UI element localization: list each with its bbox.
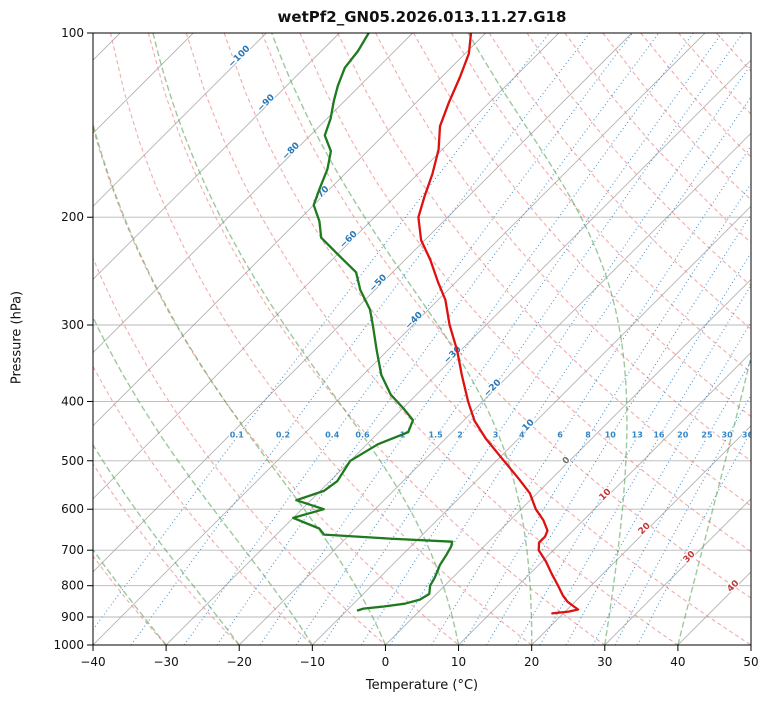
mixing-ratio-label: 1.5 xyxy=(429,430,444,439)
x-tick-label: 0 xyxy=(382,655,390,669)
isotherm-lines xyxy=(93,33,751,645)
x-tick-label: −40 xyxy=(80,655,105,669)
y-tick-label: 500 xyxy=(61,454,84,468)
isotherm-label: 20 xyxy=(637,521,653,537)
x-tick-label: 10 xyxy=(451,655,466,669)
mixing-ratio-label: 36 xyxy=(742,430,754,439)
mixing-ratio-label: 6 xyxy=(557,430,563,439)
isotherm-label: 10 xyxy=(598,487,614,503)
dry-adiabat-lines xyxy=(93,33,751,645)
isotherm-label: 30 xyxy=(682,549,698,565)
mixing-ratio-label: 13 xyxy=(632,430,643,439)
x-tick-label: 30 xyxy=(597,655,612,669)
sounding-curves xyxy=(292,33,580,615)
y-tick-label: 100 xyxy=(61,26,84,40)
mixing-ratio-label: 0.2 xyxy=(276,430,290,439)
y-tick-label: 200 xyxy=(61,210,84,224)
mixing-ratio-label: 25 xyxy=(701,430,713,439)
x-tick-label: 40 xyxy=(670,655,685,669)
mixing-ratio-label: 2 xyxy=(457,430,463,439)
isotherm-label: −40 xyxy=(404,310,425,331)
mixing-ratio-label: 0.1 xyxy=(230,430,245,439)
x-tick-label: −20 xyxy=(227,655,252,669)
mixing-ratio-label: 4 xyxy=(519,430,525,439)
mixing-ratio-label: 0.4 xyxy=(325,430,340,439)
y-tick-label: 900 xyxy=(61,610,84,624)
isotherm-label: 0 xyxy=(561,455,573,467)
x-tick-label: 50 xyxy=(743,655,758,669)
dewpoint-curve xyxy=(292,33,454,612)
x-axis-label: Temperature (°C) xyxy=(365,678,479,693)
isotherm-label: −90 xyxy=(256,93,277,114)
mixing-ratio-label: 0.6 xyxy=(355,430,370,439)
mixing-ratio-labels: 0.1 0.2 0.4 0.6 1 1.5 2 3 4 6 8 10 13 16 20 25 30 36 xyxy=(229,429,754,440)
x-tick-label: −10 xyxy=(300,655,325,669)
y-tick-label: 400 xyxy=(61,394,84,408)
moist-adiabat-lines xyxy=(93,33,751,645)
plot-border xyxy=(92,32,752,646)
chart-title: wetPf2_GN05.2026.013.11.27.G18 xyxy=(277,8,567,26)
mixing-ratio-label: 20 xyxy=(677,430,689,439)
isotherm-label: −50 xyxy=(368,273,389,294)
temperature-curve xyxy=(417,33,580,615)
y-tick-label: 700 xyxy=(61,543,84,557)
isotherm-label: −80 xyxy=(281,141,302,162)
mixing-ratio-label: 3 xyxy=(493,430,499,439)
pressure-gridlines xyxy=(93,33,751,645)
isotherm-label: 40 xyxy=(726,579,742,595)
mixing-ratio-lines xyxy=(93,33,751,645)
x-tick-label: 20 xyxy=(524,655,539,669)
y-tick-label: 1000 xyxy=(53,638,84,652)
y-tick-label: 600 xyxy=(61,502,84,516)
mixing-ratio-label: 16 xyxy=(653,430,665,439)
mixing-ratio-label: 30 xyxy=(722,430,734,439)
isotherm-label: −60 xyxy=(338,229,359,250)
isotherm-label: −100 xyxy=(227,44,253,70)
y-tick-label: 300 xyxy=(61,318,84,332)
y-axis-label: Pressure (hPa) xyxy=(9,290,25,385)
x-tick-label: −30 xyxy=(153,655,178,669)
mixing-ratio-label: 8 xyxy=(585,430,591,439)
y-tick-label: 800 xyxy=(61,579,84,593)
mixing-ratio-label: 10 xyxy=(605,430,617,439)
